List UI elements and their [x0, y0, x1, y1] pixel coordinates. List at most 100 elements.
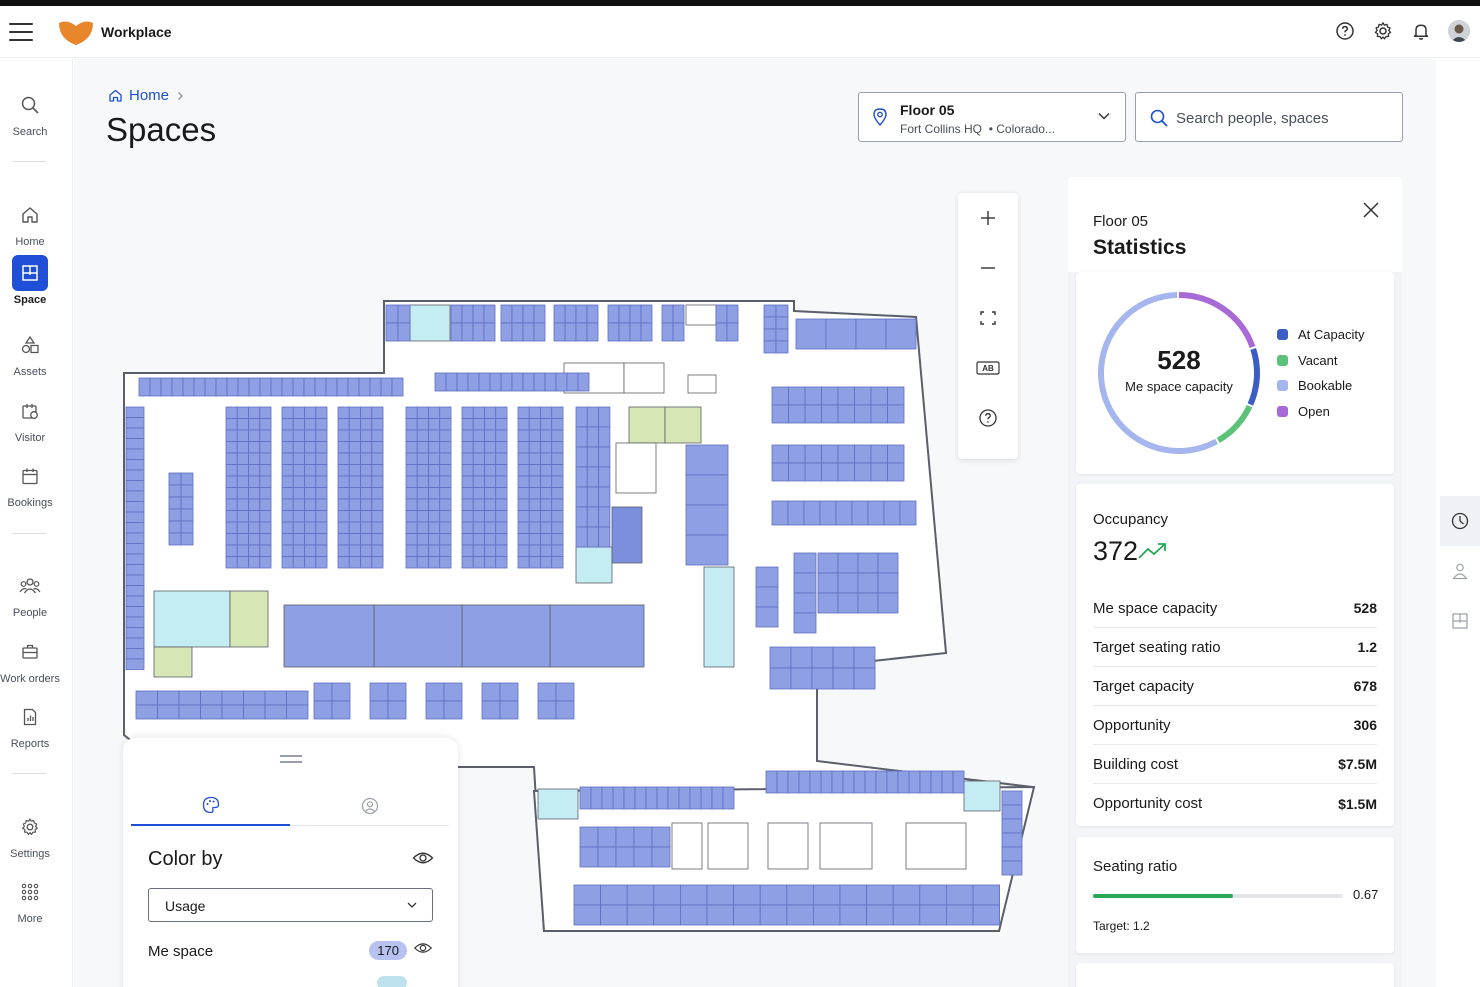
- desk[interactable]: [484, 406, 497, 419]
- desk[interactable]: [439, 556, 452, 569]
- desk[interactable]: [259, 441, 272, 454]
- desk[interactable]: [416, 452, 429, 465]
- desk[interactable]: [715, 322, 728, 342]
- desk[interactable]: [804, 444, 822, 464]
- desk[interactable]: [522, 322, 535, 342]
- desk[interactable]: [564, 322, 577, 342]
- desk[interactable]: [236, 498, 249, 511]
- map-help-button[interactable]: [958, 393, 1018, 443]
- desk[interactable]: [348, 406, 361, 419]
- desk[interactable]: [292, 487, 305, 500]
- desk[interactable]: [867, 500, 885, 526]
- desk[interactable]: [439, 487, 452, 500]
- desk[interactable]: [405, 429, 418, 442]
- desk[interactable]: [837, 386, 855, 406]
- desk[interactable]: [125, 574, 145, 586]
- desk[interactable]: [248, 556, 261, 569]
- desk[interactable]: [168, 520, 182, 534]
- desk[interactable]: [125, 501, 145, 513]
- desk[interactable]: [946, 904, 974, 926]
- desk[interactable]: [809, 770, 822, 794]
- desk[interactable]: [304, 544, 317, 557]
- desk[interactable]: [579, 846, 599, 868]
- desk[interactable]: [292, 377, 305, 397]
- desk[interactable]: [314, 377, 327, 397]
- desk[interactable]: [864, 770, 877, 794]
- desk[interactable]: [517, 429, 530, 442]
- desk[interactable]: [236, 510, 249, 523]
- desk[interactable]: [831, 770, 844, 794]
- desk[interactable]: [607, 322, 620, 342]
- desk[interactable]: [304, 441, 317, 454]
- desk[interactable]: [347, 377, 360, 397]
- desk[interactable]: [248, 429, 261, 442]
- desk[interactable]: [243, 704, 266, 720]
- desk[interactable]: [281, 464, 294, 477]
- desk[interactable]: [315, 429, 328, 442]
- desk[interactable]: [837, 572, 859, 594]
- desk[interactable]: [700, 786, 713, 810]
- desk[interactable]: [292, 452, 305, 465]
- desk[interactable]: [371, 406, 384, 419]
- desk[interactable]: [551, 521, 564, 534]
- desk[interactable]: [551, 510, 564, 523]
- desk[interactable]: [286, 690, 309, 706]
- desk[interactable]: [369, 682, 389, 702]
- desk[interactable]: [325, 377, 338, 397]
- desk[interactable]: [540, 544, 553, 557]
- desk[interactable]: [763, 316, 777, 330]
- desk[interactable]: [651, 846, 671, 868]
- desk[interactable]: [405, 475, 418, 488]
- desk[interactable]: [236, 521, 249, 534]
- desk[interactable]: [551, 487, 564, 500]
- desk[interactable]: [685, 444, 729, 476]
- desk[interactable]: [472, 475, 485, 488]
- desk[interactable]: [579, 786, 592, 810]
- desk[interactable]: [537, 700, 557, 720]
- desk[interactable]: [221, 704, 244, 720]
- desk[interactable]: [200, 704, 223, 720]
- desk[interactable]: [511, 372, 524, 392]
- desk[interactable]: [788, 386, 806, 406]
- desk[interactable]: [495, 533, 508, 546]
- desk[interactable]: [478, 372, 491, 392]
- desk[interactable]: [304, 533, 317, 546]
- desk[interactable]: [405, 544, 418, 557]
- sidebar-item-assets[interactable]: Assets: [0, 327, 60, 378]
- zoom-out-button[interactable]: [958, 243, 1018, 293]
- desk[interactable]: [200, 690, 223, 706]
- desk[interactable]: [517, 406, 530, 419]
- desk[interactable]: [360, 429, 373, 442]
- desk[interactable]: [483, 322, 496, 342]
- desk[interactable]: [336, 377, 349, 397]
- desk[interactable]: [292, 533, 305, 546]
- desk[interactable]: [775, 316, 789, 330]
- desk[interactable]: [892, 904, 921, 926]
- desk[interactable]: [870, 462, 888, 482]
- desk[interactable]: [837, 592, 859, 614]
- desk[interactable]: [125, 564, 145, 576]
- desk[interactable]: [360, 510, 373, 523]
- desk[interactable]: [551, 544, 564, 557]
- desk[interactable]: [315, 544, 328, 557]
- desk[interactable]: [248, 418, 261, 431]
- desk[interactable]: [495, 556, 508, 569]
- desk[interactable]: [281, 533, 294, 546]
- desk[interactable]: [484, 498, 497, 511]
- desk[interactable]: [472, 304, 485, 324]
- desk[interactable]: [517, 533, 530, 546]
- desk[interactable]: [313, 700, 333, 720]
- desk[interactable]: [360, 452, 373, 465]
- desk[interactable]: [315, 533, 328, 546]
- desk[interactable]: [533, 322, 546, 342]
- desk[interactable]: [722, 786, 735, 810]
- desk[interactable]: [551, 498, 564, 511]
- desk[interactable]: [259, 510, 272, 523]
- desk[interactable]: [416, 533, 429, 546]
- desk[interactable]: [551, 429, 564, 442]
- desk[interactable]: [259, 475, 272, 488]
- desk[interactable]: [575, 426, 588, 448]
- desk[interactable]: [517, 487, 530, 500]
- desk[interactable]: [495, 498, 508, 511]
- desk[interactable]: [615, 846, 635, 868]
